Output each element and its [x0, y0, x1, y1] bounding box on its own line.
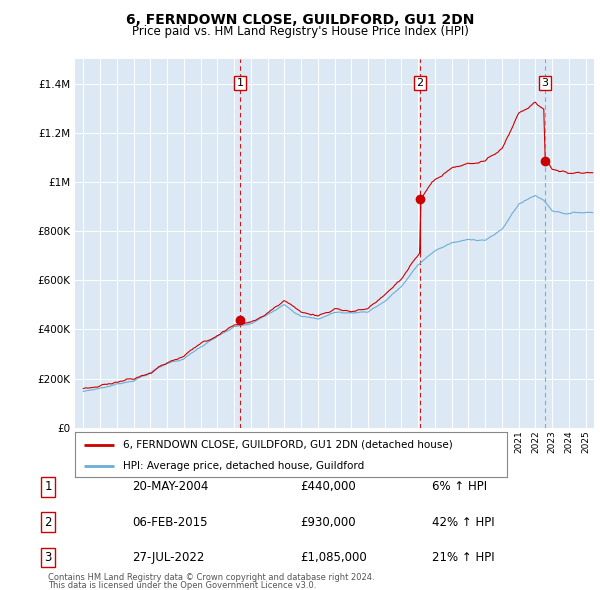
- Text: £1,085,000: £1,085,000: [300, 551, 367, 564]
- Text: 3: 3: [44, 551, 52, 564]
- Text: 6, FERNDOWN CLOSE, GUILDFORD, GU1 2DN: 6, FERNDOWN CLOSE, GUILDFORD, GU1 2DN: [126, 13, 474, 27]
- Text: 1: 1: [237, 78, 244, 88]
- Text: 6, FERNDOWN CLOSE, GUILDFORD, GU1 2DN (detached house): 6, FERNDOWN CLOSE, GUILDFORD, GU1 2DN (d…: [122, 440, 452, 450]
- Text: 2: 2: [44, 516, 52, 529]
- Text: 3: 3: [541, 78, 548, 88]
- Text: £930,000: £930,000: [300, 516, 356, 529]
- Text: 21% ↑ HPI: 21% ↑ HPI: [432, 551, 494, 564]
- Text: Price paid vs. HM Land Registry's House Price Index (HPI): Price paid vs. HM Land Registry's House …: [131, 25, 469, 38]
- Text: This data is licensed under the Open Government Licence v3.0.: This data is licensed under the Open Gov…: [48, 581, 316, 590]
- Text: 20-MAY-2004: 20-MAY-2004: [132, 480, 208, 493]
- Text: Contains HM Land Registry data © Crown copyright and database right 2024.: Contains HM Land Registry data © Crown c…: [48, 572, 374, 582]
- Text: 6% ↑ HPI: 6% ↑ HPI: [432, 480, 487, 493]
- Text: HPI: Average price, detached house, Guildford: HPI: Average price, detached house, Guil…: [122, 461, 364, 471]
- Text: 42% ↑ HPI: 42% ↑ HPI: [432, 516, 494, 529]
- Text: 1: 1: [44, 480, 52, 493]
- Text: 2: 2: [416, 78, 424, 88]
- Text: 27-JUL-2022: 27-JUL-2022: [132, 551, 205, 564]
- Text: 06-FEB-2015: 06-FEB-2015: [132, 516, 208, 529]
- Text: £440,000: £440,000: [300, 480, 356, 493]
